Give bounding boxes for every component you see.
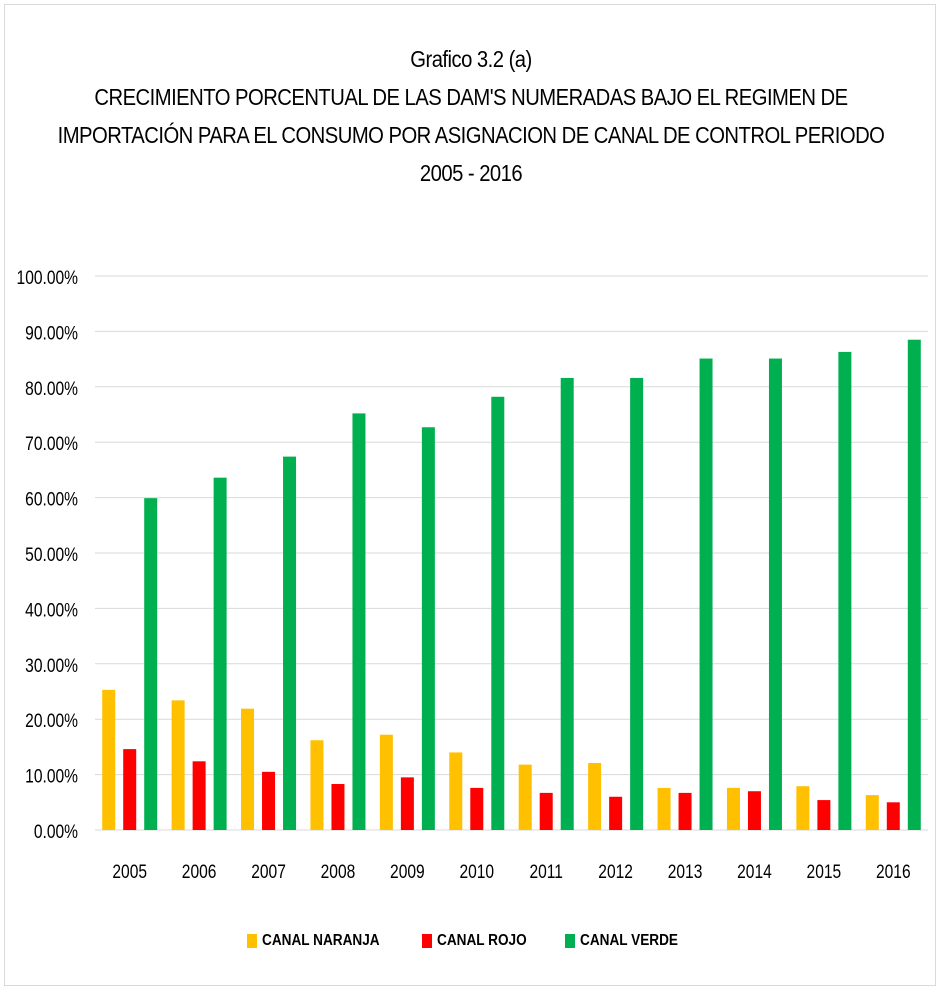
legend-item-rojo: CANAL ROJO xyxy=(422,932,543,950)
bar-canal-rojo-2011 xyxy=(539,792,553,830)
bar-canal-verde-2008 xyxy=(352,413,366,830)
x-tick-label: 2010 xyxy=(459,861,494,883)
y-tick-label: 80.00% xyxy=(25,377,78,399)
legend-item-naranja: CANAL NARANJA xyxy=(246,932,400,950)
bar-canal-rojo-2012 xyxy=(609,796,623,830)
y-tick-label: 30.00% xyxy=(25,654,78,676)
y-tick-label: 100.00% xyxy=(17,267,78,289)
bar-canal-verde-2012 xyxy=(630,377,644,830)
bar-canal-rojo-2016 xyxy=(886,802,900,830)
bar-canal-naranja-2012 xyxy=(588,762,602,830)
x-tick-label: 2008 xyxy=(321,861,356,883)
legend-swatch-rojo xyxy=(422,934,433,948)
x-tick-label: 2007 xyxy=(251,861,286,883)
title-line-1: Grafico 3.2 (a) xyxy=(410,46,532,72)
y-tick-label: 0.00% xyxy=(34,821,78,843)
bar-canal-verde-2011 xyxy=(560,377,574,830)
x-tick-label: 2009 xyxy=(390,861,425,883)
x-tick-label: 2012 xyxy=(598,861,633,883)
bar-canal-rojo-2010 xyxy=(470,787,484,830)
title-line-4: 2005 - 2016 xyxy=(419,160,523,186)
legend: CANAL NARANJA CANAL ROJO CANAL VERDE xyxy=(0,932,942,950)
y-tick-label: 10.00% xyxy=(25,765,78,787)
bar-canal-verde-2014 xyxy=(768,358,782,830)
bar-canal-rojo-2014 xyxy=(747,791,761,830)
y-tick-label: 60.00% xyxy=(25,488,78,510)
x-tick-label: 2014 xyxy=(737,861,772,883)
bar-canal-naranja-2011 xyxy=(518,764,532,830)
bar-canal-rojo-2007 xyxy=(262,771,276,830)
y-tick-label: 40.00% xyxy=(25,599,78,621)
bar-canal-verde-2009 xyxy=(421,427,435,830)
chart-title: Grafico 3.2 (a) CRECIMIENTO PORCENTUAL D… xyxy=(57,40,886,192)
gridlines xyxy=(95,275,928,831)
bar-canal-rojo-2006 xyxy=(192,761,206,830)
y-tick-label: 70.00% xyxy=(25,433,78,455)
x-axis-ticks: 2005 2006 2007 2008 2009 2010 2011 2012 2013 2014… xyxy=(112,861,910,883)
legend-label-verde: CANAL VERDE xyxy=(579,932,678,949)
x-tick-label: 2016 xyxy=(876,861,911,883)
y-axis-ticks: 0.00% 10.00% 20.00% 30.00% 40.00% 50.00% 60.00… xyxy=(17,267,78,843)
bar-canal-naranja-2007 xyxy=(241,708,255,830)
bar-canal-naranja-2006 xyxy=(171,700,185,830)
bar-canal-verde-2016 xyxy=(907,339,921,830)
bar-canal-naranja-2016 xyxy=(865,795,879,830)
bar-canal-rojo-2008 xyxy=(331,784,345,830)
y-tick-label: 20.00% xyxy=(25,710,78,732)
bars xyxy=(102,339,921,830)
legend-swatch-naranja xyxy=(246,934,257,948)
bar-canal-naranja-2008 xyxy=(310,740,324,830)
bar-canal-verde-2005 xyxy=(144,498,158,830)
x-tick-label: 2015 xyxy=(807,861,842,883)
legend-label-rojo: CANAL ROJO xyxy=(437,932,527,949)
legend-label-naranja: CANAL NARANJA xyxy=(261,932,380,949)
bar-canal-verde-2010 xyxy=(491,396,505,830)
title-line-2: CRECIMIENTO PORCENTUAL DE LAS DAM'S NUME… xyxy=(94,84,848,110)
legend-swatch-verde xyxy=(564,934,575,948)
y-tick-label: 90.00% xyxy=(25,322,78,344)
x-tick-label: 2013 xyxy=(668,861,703,883)
bar-canal-naranja-2010 xyxy=(449,752,463,830)
bar-canal-naranja-2013 xyxy=(657,787,671,830)
legend-item-verde: CANAL VERDE xyxy=(564,932,695,950)
bar-canal-verde-2007 xyxy=(283,456,297,830)
bar-canal-rojo-2009 xyxy=(400,777,414,830)
x-tick-label: 2011 xyxy=(529,861,562,883)
bar-canal-verde-2015 xyxy=(838,351,852,830)
title-line-3: IMPORTACIÓN PARA EL CONSUMO POR ASIGNACI… xyxy=(57,122,885,148)
x-tick-label: 2005 xyxy=(112,861,147,883)
x-tick-label: 2006 xyxy=(182,861,217,883)
bar-canal-naranja-2015 xyxy=(796,786,810,830)
bar-canal-rojo-2013 xyxy=(678,792,692,830)
bar-canal-rojo-2005 xyxy=(123,749,137,830)
bar-canal-naranja-2014 xyxy=(726,787,740,830)
bar-canal-verde-2013 xyxy=(699,358,713,830)
y-tick-label: 50.00% xyxy=(25,544,78,566)
bar-canal-naranja-2009 xyxy=(379,734,393,830)
bar-canal-verde-2006 xyxy=(213,477,227,830)
bar-canal-rojo-2015 xyxy=(817,800,831,830)
bar-canal-naranja-2005 xyxy=(102,689,116,830)
